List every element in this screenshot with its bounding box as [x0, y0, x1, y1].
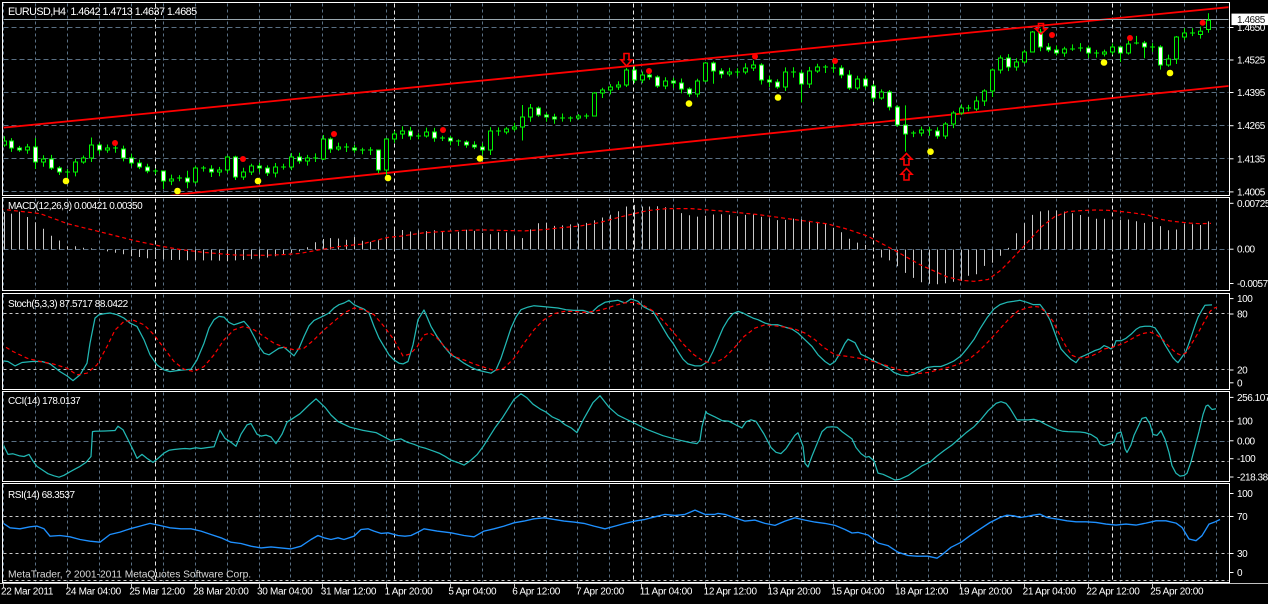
svg-text:0.00: 0.00 [1237, 436, 1256, 447]
svg-text:100: 100 [1237, 294, 1253, 305]
svg-text:21 Apr 04:00: 21 Apr 04:00 [1023, 587, 1077, 598]
svg-text:31 Mar 12:00: 31 Mar 12:00 [321, 587, 377, 598]
svg-text:100: 100 [1237, 417, 1253, 428]
svg-text:13 Apr 20:00: 13 Apr 20:00 [767, 587, 821, 598]
svg-text:1.4685: 1.4685 [1237, 15, 1266, 26]
svg-text:30 Mar 04:00: 30 Mar 04:00 [257, 587, 313, 598]
svg-text:-100: -100 [1237, 454, 1256, 465]
svg-text:100: 100 [1237, 489, 1253, 500]
svg-text:1 Apr 20:00: 1 Apr 20:00 [385, 587, 434, 598]
svg-text:7 Apr 20:00: 7 Apr 20:00 [576, 587, 625, 598]
svg-text:20: 20 [1237, 366, 1248, 377]
svg-text:EURUSD,H4 1.4642 1.4713 1.463: EURUSD,H4 1.4642 1.4713 1.4637 1.4685 [8, 6, 197, 18]
svg-text:19 Apr 20:00: 19 Apr 20:00 [959, 587, 1013, 598]
svg-text:6 Apr 12:00: 6 Apr 12:00 [512, 587, 561, 598]
svg-text:18 Apr 12:00: 18 Apr 12:00 [895, 587, 949, 598]
svg-text:MetaTrader, ? 2001-2011 MetaQu: MetaTrader, ? 2001-2011 MetaQuotes Softw… [8, 570, 251, 581]
svg-text:11 Apr 04:00: 11 Apr 04:00 [640, 587, 693, 598]
svg-text:256.1078: 256.1078 [1237, 393, 1268, 404]
svg-text:RSI(14) 68.3537: RSI(14) 68.3537 [8, 490, 76, 501]
svg-text:1.4525: 1.4525 [1237, 56, 1266, 67]
svg-text:0.00725: 0.00725 [1237, 199, 1268, 210]
svg-text:-0.00579: -0.00579 [1237, 279, 1268, 290]
svg-text:0: 0 [1237, 568, 1243, 579]
svg-text:CCI(14) 178.0137: CCI(14) 178.0137 [8, 396, 81, 407]
svg-text:0.00: 0.00 [1237, 245, 1256, 256]
svg-text:5 Apr 04:00: 5 Apr 04:00 [448, 587, 497, 598]
svg-text:25 Mar 12:00: 25 Mar 12:00 [129, 587, 185, 598]
svg-text:25 Apr 20:00: 25 Apr 20:00 [1150, 587, 1204, 598]
svg-text:MACD(12,26,9) 0.00421 0.00350: MACD(12,26,9) 0.00421 0.00350 [8, 201, 143, 212]
svg-text:28 Mar 20:00: 28 Mar 20:00 [193, 587, 249, 598]
svg-text:70: 70 [1237, 512, 1248, 523]
svg-text:30: 30 [1237, 549, 1248, 560]
svg-text:Stoch(5,3,3) 87.5717 88.0422: Stoch(5,3,3) 87.5717 88.0422 [8, 299, 129, 310]
svg-text:1.4265: 1.4265 [1237, 121, 1266, 132]
svg-text:80: 80 [1237, 310, 1248, 321]
svg-text:1.4005: 1.4005 [1237, 187, 1266, 198]
svg-text:1.4395: 1.4395 [1237, 88, 1266, 99]
svg-text:24 Mar 04:00: 24 Mar 04:00 [66, 587, 122, 598]
svg-text:1.4135: 1.4135 [1237, 154, 1266, 165]
svg-text:-218.387: -218.387 [1237, 473, 1268, 484]
svg-text:12 Apr 12:00: 12 Apr 12:00 [704, 587, 758, 598]
svg-text:15 Apr 04:00: 15 Apr 04:00 [831, 587, 885, 598]
svg-text:0: 0 [1237, 378, 1243, 389]
svg-text:22 Apr 12:00: 22 Apr 12:00 [1086, 587, 1140, 598]
svg-text:22 Mar 2011: 22 Mar 2011 [1, 587, 54, 598]
